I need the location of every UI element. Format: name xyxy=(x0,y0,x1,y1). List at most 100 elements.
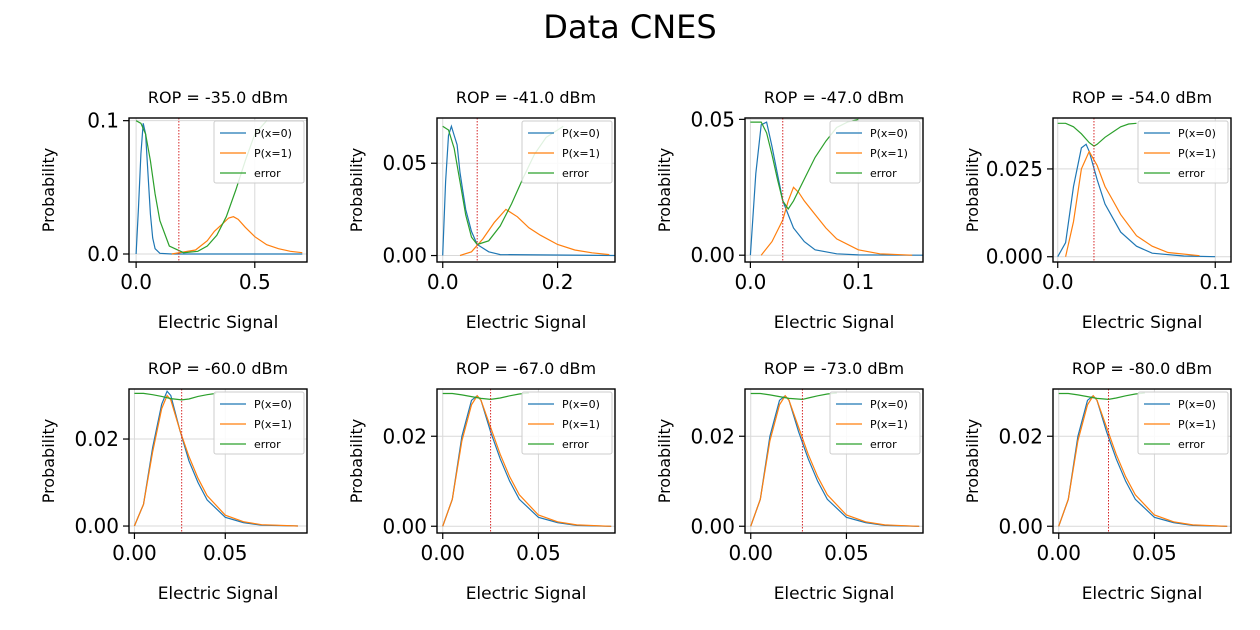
series-line-p0 xyxy=(133,390,298,527)
legend: P(x=0) P(x=1) error xyxy=(1137,391,1229,455)
subplot-title: ROP = -54.0 dBm xyxy=(1072,88,1212,107)
y-tick-label: 0.02 xyxy=(74,427,119,451)
series-line-error xyxy=(1058,392,1145,401)
legend-label: error xyxy=(870,167,897,180)
y-axis-label: Probability xyxy=(655,419,674,504)
legend-label: P(x=0) xyxy=(562,398,600,411)
legend-label: P(x=1) xyxy=(254,418,292,431)
series-line-p0 xyxy=(1057,143,1216,258)
y-axis-label: Probability xyxy=(963,148,982,233)
subplot-title: ROP = -47.0 dBm xyxy=(764,88,904,107)
legend-label: P(x=0) xyxy=(1178,398,1216,411)
x-tick-label: 0.0 xyxy=(1042,270,1074,294)
legend-label: P(x=0) xyxy=(254,398,292,411)
x-axis-label: Electric Signal xyxy=(774,584,895,604)
y-tick-label: 0.0 xyxy=(87,242,119,266)
subplot-8: 0.00 0.05 0.00 0.02 ROP = -80.0 dBm Electric … xyxy=(963,359,1232,604)
y-tick-label: 0.00 xyxy=(690,514,735,538)
x-axis-label: Electric Signal xyxy=(466,313,587,333)
axes-frame xyxy=(744,388,924,534)
subplot-4: 0.0 0.1 0.000 0.025 ROP = -54.0 dBm Electric … xyxy=(963,88,1232,333)
series-line-p1 xyxy=(760,186,913,256)
legend-label: P(x=1) xyxy=(1178,147,1216,160)
legend-label: P(x=1) xyxy=(1178,418,1216,431)
y-axis-label: Probability xyxy=(963,419,982,504)
series-line-p0 xyxy=(442,394,612,527)
subplot-1: 0.0 0.5 0.0 0.1 ROP = -35.0 dBm Electric Sign… xyxy=(39,88,308,333)
subplot-title: ROP = -35.0 dBm xyxy=(148,88,288,107)
series-line-p0 xyxy=(1058,394,1228,527)
legend-box xyxy=(829,391,921,455)
y-tick-label: 0.000 xyxy=(986,245,1043,269)
legend-label: P(x=0) xyxy=(870,127,908,140)
legend-box xyxy=(213,391,305,455)
series-line-error xyxy=(750,392,837,401)
y-tick-label: 0.00 xyxy=(382,514,427,538)
x-tick-label: 0.0 xyxy=(734,270,766,294)
y-tick-label: 0.02 xyxy=(998,424,1043,448)
series-line-p1 xyxy=(133,394,298,527)
x-tick-label: 0.00 xyxy=(728,541,773,565)
series-line-p1 xyxy=(459,208,610,257)
series-line-p1 xyxy=(750,394,920,527)
y-tick-label: 0.02 xyxy=(690,424,735,448)
subplot-7: 0.00 0.05 0.00 0.02 ROP = -73.0 dBm Electric … xyxy=(655,359,924,604)
legend: P(x=0) P(x=1) error xyxy=(829,391,921,455)
axes-frame xyxy=(744,117,924,263)
x-tick-label: 0.05 xyxy=(824,541,869,565)
series-line-p1 xyxy=(171,216,303,255)
x-axis-label: Electric Signal xyxy=(466,584,587,604)
legend-label: P(x=0) xyxy=(254,127,292,140)
axes-frame xyxy=(128,388,308,534)
legend-box xyxy=(1137,391,1229,455)
y-tick-label: 0.05 xyxy=(690,107,735,131)
legend-label: P(x=1) xyxy=(870,147,908,160)
series-line-error xyxy=(1057,122,1137,147)
x-tick-label: 0.1 xyxy=(842,270,874,294)
y-tick-label: 0.05 xyxy=(382,151,427,175)
series-line-p1 xyxy=(442,394,612,527)
legend-label: P(x=1) xyxy=(254,147,292,160)
legend-label: error xyxy=(1178,438,1205,451)
axes-frame xyxy=(436,388,616,534)
subplot-3: 0.0 0.1 0.00 0.05 ROP = -47.0 dBm Electric Si… xyxy=(655,88,924,333)
y-axis-label: Probability xyxy=(347,148,366,233)
axes-frame xyxy=(1052,388,1232,534)
y-axis-label: Probability xyxy=(655,148,674,233)
x-tick-label: 0.00 xyxy=(112,541,157,565)
legend-label: error xyxy=(254,438,281,451)
legend-label: error xyxy=(870,438,897,451)
legend-box xyxy=(213,120,305,184)
subplot-5: 0.00 0.05 0.00 0.02 ROP = -60.0 dBm Electric … xyxy=(39,359,308,604)
x-tick-label: 0.00 xyxy=(420,541,465,565)
x-tick-label: 0.00 xyxy=(1036,541,1081,565)
legend: P(x=0) P(x=1) error xyxy=(213,391,305,455)
y-tick-label: 0.025 xyxy=(986,157,1043,181)
y-tick-label: 0.00 xyxy=(690,243,735,267)
legend-label: P(x=0) xyxy=(562,127,600,140)
legend: P(x=0) P(x=1) error xyxy=(213,120,305,184)
subplot-2: 0.0 0.2 0.00 0.05 ROP = -41.0 dBm Electric Si… xyxy=(347,88,616,333)
subplot-title: ROP = -60.0 dBm xyxy=(148,359,288,378)
y-axis-label: Probability xyxy=(39,148,58,233)
x-tick-label: 0.05 xyxy=(516,541,561,565)
axes-frame xyxy=(436,117,616,263)
series-line-p1 xyxy=(1065,150,1200,257)
legend-label: P(x=1) xyxy=(562,147,600,160)
x-tick-label: 0.05 xyxy=(203,541,248,565)
y-axis-label: Probability xyxy=(39,419,58,504)
x-tick-label: 0.0 xyxy=(427,270,459,294)
legend-label: P(x=1) xyxy=(562,418,600,431)
figure-title: Data CNES xyxy=(543,8,717,46)
series-line-p0 xyxy=(750,394,920,527)
x-axis-label: Electric Signal xyxy=(1082,584,1203,604)
series-line-p1 xyxy=(1058,394,1228,527)
subplot-title: ROP = -73.0 dBm xyxy=(764,359,904,378)
x-axis-label: Electric Signal xyxy=(158,313,279,333)
legend-label: P(x=1) xyxy=(870,418,908,431)
axes-frame xyxy=(128,117,308,263)
x-axis-label: Electric Signal xyxy=(1082,313,1203,333)
y-tick-label: 0.00 xyxy=(382,244,427,268)
axes-frame xyxy=(1052,117,1232,263)
